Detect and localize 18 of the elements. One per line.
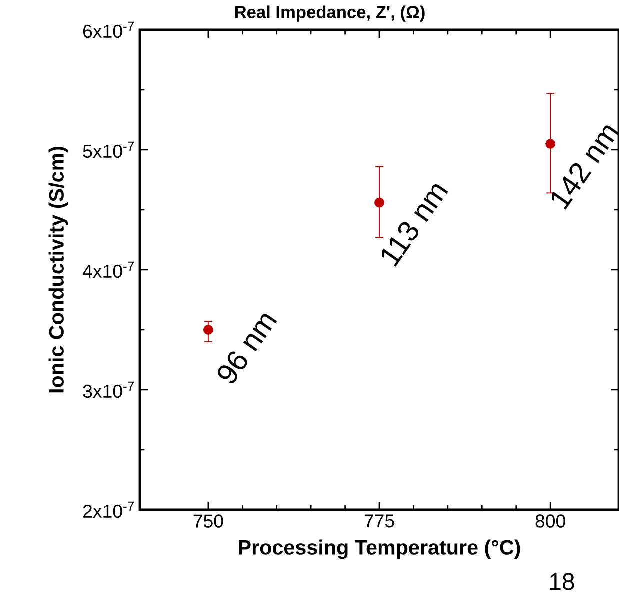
y-axis-title: Ionic Conductivity (S/cm) xyxy=(48,147,68,393)
text: Real Impedance, Z', (Ω) xyxy=(235,6,425,22)
x-tick-label: 750 xyxy=(194,514,224,528)
y-tick-label: 4x10$^{-7}$ xyxy=(82,262,134,278)
point xyxy=(203,325,214,335)
x-tick-label: 775 xyxy=(364,514,394,528)
x-axis-title: Processing Temperature (°C) xyxy=(239,540,520,560)
annotation: 142 nm xyxy=(552,126,619,210)
text: 18 xyxy=(550,573,574,590)
y-tick-label: 6x10$^{-7}$ xyxy=(83,22,134,38)
y-tick-label: 2x10$^{-7}$ xyxy=(83,502,134,518)
y-tick-label: 5x10$^{-7}$ xyxy=(83,142,134,158)
annotation: 113 nm xyxy=(382,184,448,267)
point xyxy=(546,139,556,149)
point xyxy=(374,198,384,208)
x-tick-label: 800 xyxy=(536,514,566,528)
annotation: 96 nm xyxy=(218,314,278,384)
y-tick-label: 3x10$^{-7}$ xyxy=(83,382,134,398)
